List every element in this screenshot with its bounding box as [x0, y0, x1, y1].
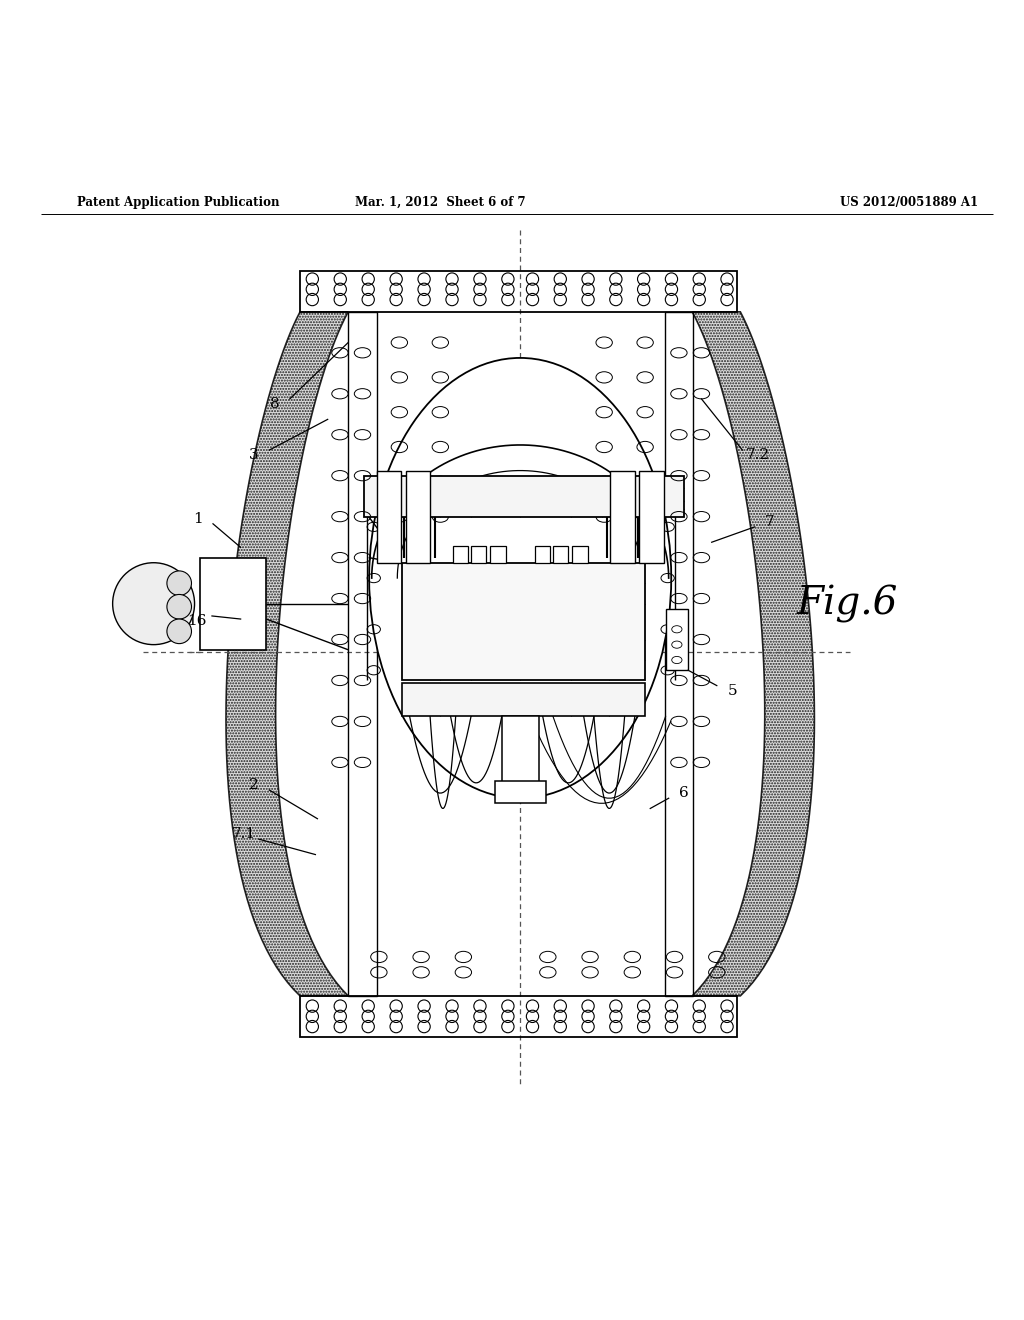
Text: 7: 7 — [765, 515, 775, 529]
Text: 6: 6 — [679, 787, 689, 800]
Bar — [572, 546, 588, 562]
Bar — [402, 562, 645, 681]
Bar — [639, 470, 664, 562]
Bar — [610, 470, 635, 562]
Bar — [535, 546, 550, 562]
Text: 16: 16 — [186, 614, 207, 628]
Circle shape — [167, 619, 191, 644]
Bar — [502, 717, 539, 783]
Bar — [666, 609, 688, 671]
Bar — [553, 546, 568, 562]
Text: 3: 3 — [249, 449, 259, 462]
Bar — [665, 312, 693, 995]
Text: 7.2: 7.2 — [745, 449, 770, 462]
Bar — [300, 271, 737, 312]
Bar — [490, 546, 506, 562]
Bar — [402, 682, 645, 717]
Circle shape — [167, 594, 191, 619]
Text: Patent Application Publication: Patent Application Publication — [77, 195, 280, 209]
Text: US 2012/0051889 A1: US 2012/0051889 A1 — [840, 195, 978, 209]
Polygon shape — [692, 312, 814, 995]
Bar — [453, 546, 468, 562]
Text: 2: 2 — [249, 777, 259, 792]
Text: Fig.6: Fig.6 — [797, 585, 898, 623]
Ellipse shape — [370, 358, 672, 799]
Text: 5: 5 — [727, 684, 737, 698]
Bar — [377, 470, 401, 562]
Circle shape — [167, 572, 191, 595]
Bar — [348, 312, 377, 995]
Bar — [200, 557, 266, 649]
Text: Mar. 1, 2012  Sheet 6 of 7: Mar. 1, 2012 Sheet 6 of 7 — [355, 195, 525, 209]
Bar — [495, 781, 546, 804]
Bar — [406, 470, 430, 562]
Text: 8: 8 — [269, 397, 280, 411]
Bar — [364, 475, 684, 516]
Bar — [471, 546, 486, 562]
Text: 1: 1 — [193, 512, 203, 525]
Text: 7.1: 7.1 — [231, 828, 256, 841]
Circle shape — [113, 562, 195, 644]
Polygon shape — [226, 312, 348, 995]
Bar — [300, 995, 737, 1036]
